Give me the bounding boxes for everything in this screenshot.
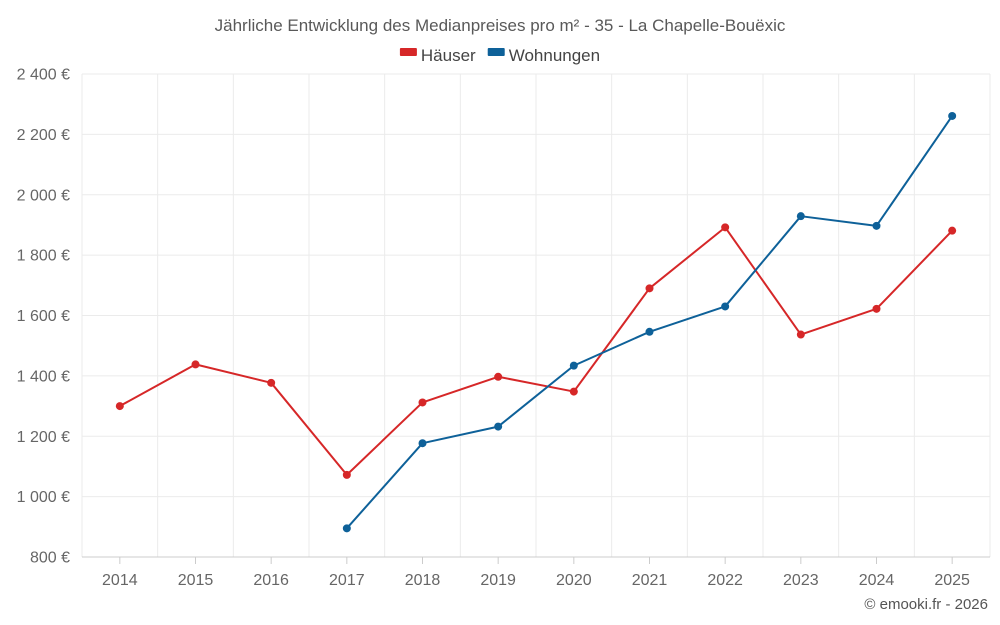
x-tick-label: 2015 [178, 572, 214, 589]
data-point [569, 361, 578, 370]
data-point [796, 330, 805, 339]
x-tick-label: 2025 [934, 572, 970, 589]
y-tick-label: 1 800 € [17, 248, 70, 265]
chart-credit: © emooki.fr - 2026 [864, 596, 988, 613]
legend-label: Häuser [421, 46, 476, 65]
axes: 800 € 1 000 € 1 200 € 1 400 € 1 600 € 1 800 €… [17, 67, 990, 589]
y-tick-label: 1 000 € [17, 489, 70, 506]
y-tick-label: 1 600 € [17, 308, 70, 325]
data-point [494, 372, 503, 381]
x-tick-label: 2014 [102, 572, 138, 589]
x-tick-label: 2016 [253, 572, 289, 589]
data-point [267, 378, 276, 387]
data-point [569, 387, 578, 396]
x-tick-label: 2024 [859, 572, 895, 589]
data-point [872, 221, 881, 230]
data-point [418, 439, 427, 448]
x-tick-label: 2018 [405, 572, 441, 589]
series-haeuser [115, 223, 957, 479]
y-tick-label: 1 200 € [17, 429, 70, 446]
data-point [191, 360, 200, 369]
y-tick-label: 2 000 € [17, 187, 70, 204]
data-point [645, 284, 654, 293]
y-tick-label: 2 200 € [17, 127, 70, 144]
data-point [342, 470, 351, 479]
x-tick-label: 2023 [783, 572, 819, 589]
data-point [872, 304, 881, 313]
data-point [721, 223, 730, 232]
x-tick-label: 2020 [556, 572, 592, 589]
legend-label: Wohnungen [509, 46, 600, 65]
x-tick-label: 2021 [632, 572, 668, 589]
chart-title: Jährliche Entwicklung des Medianpreises … [215, 16, 786, 35]
data-point [418, 398, 427, 407]
legend-swatch [487, 48, 505, 56]
legend: Häuser Wohnungen [399, 46, 600, 65]
data-point [948, 111, 957, 120]
data-point [796, 212, 805, 221]
data-point [342, 524, 351, 533]
data-point [721, 302, 730, 311]
x-tick-label: 2022 [707, 572, 743, 589]
series-line [119, 226, 953, 476]
y-tick-label: 2 400 € [17, 67, 70, 84]
y-tick-label: 800 € [30, 550, 70, 567]
x-tick-label: 2017 [329, 572, 365, 589]
series-line [346, 115, 953, 529]
series-wohnungen [342, 111, 957, 533]
series-layer [115, 111, 957, 533]
data-point [115, 402, 124, 411]
data-point [645, 327, 654, 336]
grid [81, 73, 991, 557]
data-point [494, 422, 503, 431]
x-tick-label: 2019 [480, 572, 516, 589]
legend-swatch [399, 48, 417, 56]
data-point [948, 226, 957, 235]
y-tick-label: 1 400 € [17, 368, 70, 385]
